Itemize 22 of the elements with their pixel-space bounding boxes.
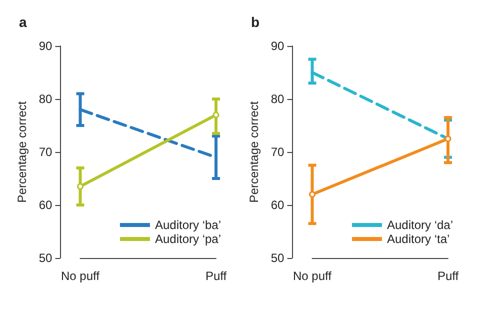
y-tick-label: 60 — [270, 198, 285, 212]
chart-title: a — [19, 14, 27, 30]
chart-title: b — [251, 14, 260, 30]
y-tick-label: 50 — [270, 251, 285, 265]
x-tick-label: Puff — [205, 269, 228, 283]
legend-label: Auditory ‘ba’ — [154, 218, 222, 232]
x-tick-label: No puff — [293, 269, 332, 283]
y-axis-title: Percentage correct — [15, 100, 29, 203]
legend-label: Auditory ‘da’ — [386, 218, 454, 232]
y-tick-label: 80 — [38, 92, 53, 106]
y-tick-label: 70 — [270, 145, 285, 159]
x-tick-label: No puff — [61, 269, 100, 283]
legend-label: Auditory ‘pa’ — [154, 232, 222, 246]
y-tick-label: 80 — [270, 92, 285, 106]
y-axis-title: Percentage correct — [247, 100, 261, 203]
y-tick-label: 50 — [38, 251, 53, 265]
y-tick-label: 70 — [38, 145, 53, 159]
legend-label: Auditory ‘ta’ — [386, 232, 450, 246]
x-tick-label: Puff — [437, 269, 460, 283]
y-tick-label: 60 — [38, 198, 53, 212]
y-tick-label: 90 — [270, 39, 285, 53]
y-tick-label: 90 — [38, 39, 53, 53]
